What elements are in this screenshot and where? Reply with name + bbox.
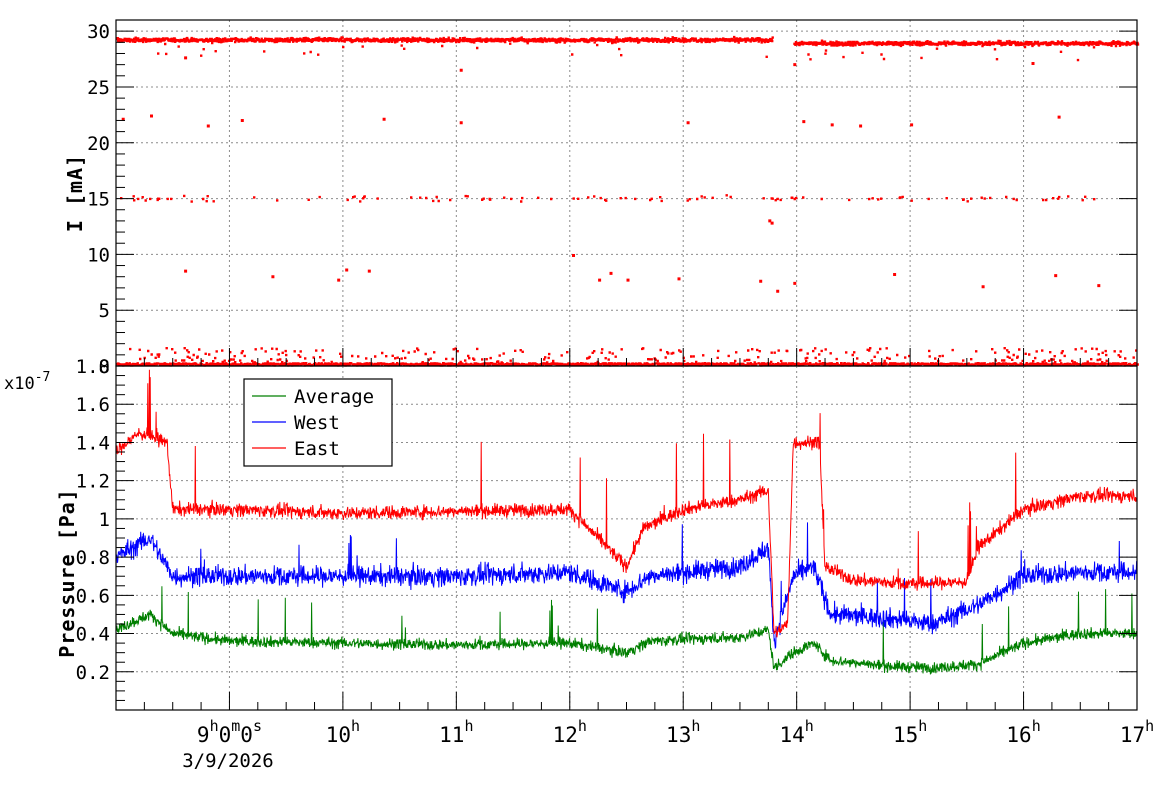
x-tick-label: 16h [1006, 717, 1040, 747]
current-y-tick-label: 0 [99, 356, 110, 378]
pressure-legend: Average West East [243, 378, 393, 467]
x-tick-label-unit: m [231, 717, 240, 735]
current-y-tick-label: 25 [87, 77, 110, 99]
x-tick-label-base: 17 [1120, 723, 1145, 747]
x-tick-label-base: 10 [326, 723, 351, 747]
pressure-line-west [115, 522, 1138, 650]
pressure-y-tick-label: 1.4 [76, 432, 110, 454]
current-grid [116, 20, 1138, 367]
x-tick-label-base: 15 [893, 723, 918, 747]
x-tick-label-base: 12 [553, 723, 578, 747]
x-tick-label-base: 13 [666, 723, 691, 747]
x-tick-label-unit: h [691, 717, 700, 735]
current-y-tick-label: 20 [87, 133, 110, 155]
pressure-y-tick-label: 0.8 [76, 547, 110, 569]
x-tick-label: 10h [326, 717, 360, 747]
x-tick-label-unit: h [578, 717, 587, 735]
x-tick-label-base: 14 [780, 723, 805, 747]
pressure-y-tick-label: 0.6 [76, 585, 110, 607]
legend-label-average: Average [294, 386, 374, 408]
x-tick-label: 14h [780, 717, 814, 747]
pressure-y-tick-label: 0.2 [76, 662, 110, 684]
pressure-scale-label: x10-7 [4, 370, 50, 394]
x-tick-label-base: 9 [197, 723, 210, 747]
x-tick-label-base: 0 [219, 723, 232, 747]
pressure-panel: 0.20.40.60.811.21.41.61.8 Pressure [Pa] … [4, 356, 1138, 711]
current-y-tick-label: 30 [87, 21, 110, 43]
x-tick-label-unit: h [805, 717, 814, 735]
x-tick-label: 15h [893, 717, 927, 747]
x-tick-label-base: 16 [1006, 723, 1031, 747]
x-tick-label-unit: h [210, 717, 219, 735]
pressure-y-tick-label: 1.6 [76, 394, 110, 416]
legend-label-west: West [294, 412, 340, 434]
current-y-tick-label: 5 [99, 300, 110, 322]
x-tick-label-unit: h [1145, 717, 1154, 735]
x-tick-label: 13h [666, 717, 700, 747]
legend-label-east: East [294, 438, 340, 460]
pressure-y-tick-label: 0.4 [76, 624, 110, 646]
x-tick-label-unit: h [1032, 717, 1041, 735]
x-axis-date-label: 3/9/2026 [182, 750, 274, 772]
x-tick-label: 11h [439, 717, 473, 747]
x-tick-label: 17h [1120, 717, 1154, 747]
x-axis-labels: 9h0m0s 10h 11h 12h 13h 14h 15h 16h 17h [197, 717, 1154, 747]
current-axes: 0 5 10 15 20 25 30 [87, 19, 1138, 378]
x-tick-label-unit: h [918, 717, 927, 735]
pressure-series-lines [115, 369, 1138, 675]
x-tick-label-unit: h [464, 717, 473, 735]
current-y-tick-label: 15 [87, 189, 110, 211]
pressure-y-tick-label: 1.2 [76, 471, 110, 493]
x-tick-label-base: 11 [439, 723, 464, 747]
pressure-y-axis-title: Pressure [Pa] [55, 488, 79, 658]
pressure-line-east [115, 369, 1138, 638]
x-tick-label: 12h [553, 717, 587, 747]
x-tick-label-unit: s [253, 717, 262, 735]
pressure-y-tick-label: 1 [99, 509, 110, 531]
pressure-plot-frame [115, 365, 1138, 711]
pressure-line-average [115, 586, 1138, 675]
pressure-y-tick-label: 1.8 [76, 356, 110, 378]
x-tick-label: 9h0m0s [197, 717, 262, 747]
x-tick-label-unit: h [351, 717, 360, 735]
current-y-tick-label: 10 [87, 244, 110, 266]
x-tick-label-base: 0 [240, 723, 253, 747]
current-y-axis-title: I [mA] [63, 154, 87, 232]
pressure-axes: 0.2 0.4 0.6 0.8 1 1.2 1.4 1.6 1.8 [76, 356, 1138, 710]
